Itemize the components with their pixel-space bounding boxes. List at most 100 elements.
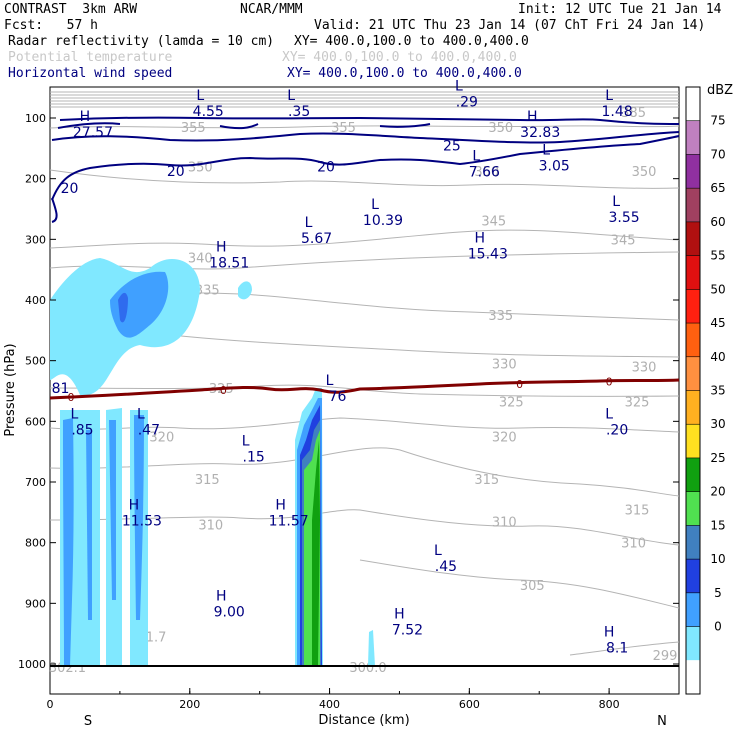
extremum-type: L xyxy=(371,197,379,213)
theta-label: 330 xyxy=(632,361,657,376)
colorbar-swatch xyxy=(686,289,700,324)
theta-contour-315 xyxy=(49,447,680,497)
extremum-type: L xyxy=(242,434,250,450)
theta-label: 315 xyxy=(195,473,220,488)
wind-contour-20 xyxy=(51,135,680,201)
theta-label: 325 xyxy=(499,395,524,410)
wind-contour-30b xyxy=(57,122,431,130)
model-title: CONTRAST 3km ARW xyxy=(4,2,138,17)
extremum-value: 3.05 xyxy=(539,158,570,174)
extremum-type: L xyxy=(455,79,463,95)
valid-time: Valid: 21 UTC Thu 23 Jan 14 (07 ChT Fri … xyxy=(314,18,706,33)
colorbar-swatch xyxy=(686,525,700,560)
field-wind-xy: XY= 400.0,100.0 to 400.0,400.0 xyxy=(287,66,522,81)
extremum-type: L xyxy=(326,373,334,389)
colorbar-swatch xyxy=(686,255,700,290)
theta-contour-355 xyxy=(49,125,680,129)
extremum-type: H xyxy=(475,230,486,246)
colorbar-swatch xyxy=(686,120,700,155)
extremum-value: 15.43 xyxy=(468,246,508,262)
colorbar-level-label: 15 xyxy=(710,518,725,532)
colorbar-unit: dBZ xyxy=(707,83,733,98)
colorbar-level-label: 75 xyxy=(710,114,725,128)
colorbar-swatch xyxy=(686,559,700,593)
theta-label: 330 xyxy=(492,358,517,373)
freezing-labels: 0 0 0 0 xyxy=(67,376,612,404)
theta-contour-385 xyxy=(50,91,679,108)
colorbar-level-label: 70 xyxy=(710,147,725,161)
extremum-value: 18.51 xyxy=(209,255,249,271)
colorbar-level-label: 60 xyxy=(710,215,725,229)
extremum-type: L xyxy=(612,194,620,210)
x-tick-label: 0 xyxy=(47,698,54,711)
theta-label: 335 xyxy=(488,309,513,324)
x-axis-title: Distance (km) xyxy=(318,713,409,728)
extrema-labels: L4.55L.35L.29 L1.48H27.57H32.83L7.66L3.05… xyxy=(52,79,640,657)
theta-label: 315 xyxy=(625,503,650,518)
extremum-type: L xyxy=(472,148,480,164)
extremum-value: .15 xyxy=(243,450,265,466)
field-reflectivity-label: Radar reflectivity (lamda = 10 cm) xyxy=(8,34,275,49)
wind-contour-20b xyxy=(51,197,58,223)
theta-contour-350 xyxy=(49,169,680,189)
y-tick-label: 1000 xyxy=(18,658,46,671)
theta-label: 310 xyxy=(621,537,646,552)
colorbar-swatch xyxy=(686,660,700,694)
colorbar-level-label: 0 xyxy=(714,620,722,634)
y-tick-label: 500 xyxy=(25,355,46,368)
colorbar-swatch xyxy=(686,188,700,222)
reflectivity-column-3-10dbz xyxy=(134,415,144,620)
colorbar-level-label: 45 xyxy=(710,316,725,330)
reflectivity-column-1b-10dbz xyxy=(86,430,92,620)
extremum-type: H xyxy=(80,109,91,125)
colorbar-level-label: 35 xyxy=(710,384,725,398)
wind-labels: 25 20 20 20 xyxy=(61,138,461,196)
extremum-type: H xyxy=(394,607,405,623)
reflectivity-upper-15dbz xyxy=(118,292,128,323)
theta-label: 340 xyxy=(188,252,213,267)
colorbar-swatch xyxy=(686,457,700,492)
organization-label: NCAR/MMM xyxy=(240,2,303,17)
theta-contour-305 xyxy=(359,559,680,609)
colorbar-swatch xyxy=(686,356,700,391)
colorbar-level-label: 20 xyxy=(710,485,725,499)
theta-label: 355 xyxy=(331,121,356,136)
theta-contour-310 xyxy=(49,509,680,546)
extremum-value: .85 xyxy=(71,422,93,438)
colorbar-swatch xyxy=(686,424,700,458)
extremum-value: 11.53 xyxy=(122,513,162,529)
field-theta-xy: XY= 400.0,100.0 to 400.0,400.0 xyxy=(282,50,517,65)
extremum-value: 76 xyxy=(329,389,347,405)
extremum-value: 7.66 xyxy=(469,164,500,180)
freezing-level-label: 0 xyxy=(516,378,523,391)
init-time: Init: 12 UTC Tue 21 Jan 14 xyxy=(518,2,722,17)
axes: 0 200 400 600 800100200300400500600700800900… xyxy=(18,112,680,711)
colorbar-swatch xyxy=(686,626,700,661)
extremum-value: 8.1 xyxy=(606,641,628,657)
theta-label: 345 xyxy=(611,233,636,248)
y-tick-label: 300 xyxy=(25,233,46,246)
field-wind-label: Horizontal wind speed xyxy=(8,66,173,81)
theta-label: 325 xyxy=(625,395,650,410)
theta-label: 300.0 xyxy=(349,661,386,676)
extremum-value: 4.55 xyxy=(193,104,224,120)
colorbar-level-label: 5 xyxy=(714,586,722,600)
colorbar-level-label: 10 xyxy=(710,552,725,566)
extremum-value: 1.48 xyxy=(602,104,633,120)
theta-label: 350 xyxy=(488,121,513,136)
extremum-type: L xyxy=(605,406,613,422)
forecast-hour: Fcst: 57 h xyxy=(4,18,98,33)
theta-label: 315 xyxy=(474,473,499,488)
freezing-level-label: 0 xyxy=(67,391,74,404)
reflectivity-column-2-10dbz xyxy=(109,420,116,600)
y-tick-label: 900 xyxy=(25,597,46,610)
y-tick-label: 600 xyxy=(25,415,46,428)
extremum-value: .29 xyxy=(456,95,478,111)
colorbar-level-label: 40 xyxy=(710,350,725,364)
freezing-level-line xyxy=(49,378,680,400)
reflectivity-fills xyxy=(50,258,375,666)
x-tick-label: 400 xyxy=(319,698,340,711)
y-tick-label: 400 xyxy=(25,294,46,307)
theta-contour-325 xyxy=(49,384,680,397)
